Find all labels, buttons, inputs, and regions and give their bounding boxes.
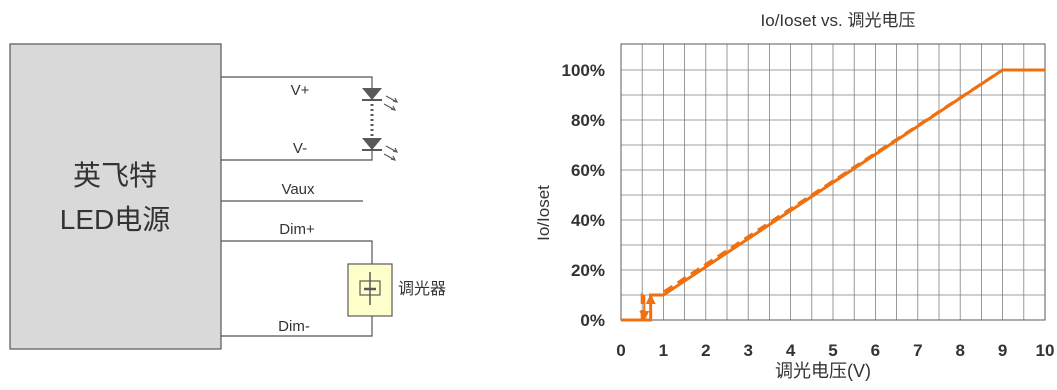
x-axis-label: 调光电压(V): [775, 361, 871, 381]
led-2: [362, 138, 399, 161]
y-axis-label: Io/Ioset: [534, 185, 553, 241]
v-plus-label: V+: [291, 82, 310, 99]
dim-plus-label: Dim+: [279, 221, 315, 238]
dimmer-label: 调光器: [398, 280, 446, 298]
y-tick-label: 0%: [580, 311, 605, 330]
v-plus-wire: [221, 76, 373, 88]
x-tick-label: 0: [616, 341, 625, 360]
chart-grid: [621, 44, 1045, 320]
wiring-diagram: 英飞特 LED电源 V+ V- Vaux: [9, 43, 446, 350]
dimmer: [347, 263, 393, 317]
dim-minus-wire: [221, 316, 373, 337]
x-tick-label: 3: [743, 341, 752, 360]
x-tick-label: 8: [955, 341, 964, 360]
y-tick-label: 100%: [562, 61, 605, 80]
x-tick-label: 5: [828, 341, 837, 360]
led-1: [362, 88, 399, 111]
y-tick-labels: 0% 20% 40% 60% 80% 100%: [562, 61, 605, 330]
x-tick-label: 4: [786, 341, 796, 360]
dim-plus-wire: [221, 240, 373, 264]
y-tick-label: 40%: [571, 211, 605, 230]
plot-frame: [620, 43, 1046, 321]
driver-label-line1: 英飞特: [73, 160, 157, 191]
x-tick-label: 1: [659, 341, 668, 360]
chart-annotations: [639, 294, 656, 321]
y-tick-label: 80%: [571, 111, 605, 130]
x-tick-label: 10: [1036, 341, 1055, 360]
y-tick-label: 60%: [571, 161, 605, 180]
led-string: [362, 88, 399, 161]
v-minus-wire: [221, 150, 373, 161]
x-tick-label: 6: [871, 341, 880, 360]
chart-title: Io/Ioset vs. 调光电压: [761, 11, 916, 30]
vaux-label: Vaux: [281, 181, 315, 198]
x-tick-label: 2: [701, 341, 710, 360]
v-minus-label: V-: [293, 140, 307, 157]
driver-label-line2: LED电源: [60, 204, 170, 235]
x-tick-label: 9: [998, 341, 1007, 360]
chart: Io/Ioset vs. 调光电压 0% 20% 40% 60% 80% 100% 0 1 2…: [534, 11, 1054, 381]
led-driver-box: [9, 43, 222, 350]
dim-minus-label: Dim-: [278, 318, 310, 335]
y-tick-label: 20%: [571, 261, 605, 280]
x-tick-label: 7: [913, 341, 922, 360]
x-tick-labels: 0 1 2 3 4 5 6 7 8 9 10: [616, 341, 1054, 360]
